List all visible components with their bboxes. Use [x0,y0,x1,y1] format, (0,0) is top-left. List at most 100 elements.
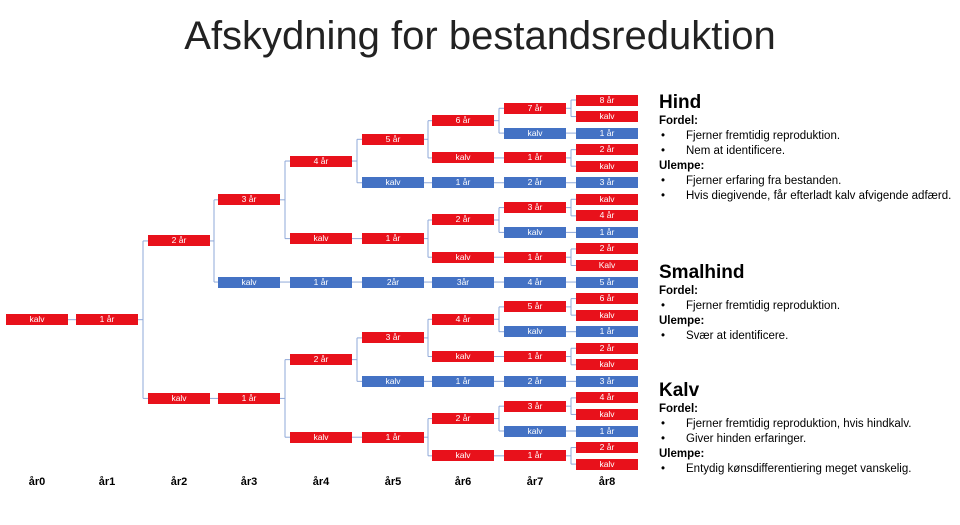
ulempe-label: Ulempe: [659,315,705,327]
female-node: kalv [576,408,638,420]
male-node: kalv [504,127,566,139]
panel-kalv: Kalv Fordel: • Fjerner fremtidig reproduk… [659,380,959,477]
bullet-icon: • [661,190,666,202]
panel-smalhind: Smalhind Fordel: • Fjerner fremtidig repr… [659,262,959,344]
female-node: 6 år [576,293,638,305]
male-node: kalv [504,226,566,238]
list-item-text: Giver hinden erfaringer. [686,433,807,445]
female-node: 1 år [76,314,138,326]
female-node: 1 år [362,431,424,443]
list-item-text: Hvis diegivende, får efterladt kalv afvi… [686,190,952,202]
female-node: 3 år [362,332,424,344]
list-item-text: Fjerner erfaring fra bestanden. [686,175,842,187]
female-node: Kalv [576,260,638,271]
male-node: 1 år [576,326,638,338]
bullet-icon: • [661,463,666,475]
bullet-icon: • [661,433,666,445]
female-node: kalv [432,450,494,462]
male-node: 2 år [504,177,566,189]
list-item: • Fjerner fremtidig reproduktion. [659,299,959,314]
fordel-list: • Fjerner fremtidig reproduktion, hvis hi… [659,417,959,447]
fordel-label: Fordel: [659,115,698,127]
list-item-text: Svær at identificere. [686,330,789,342]
female-node: 3 år [504,202,566,214]
female-node: 2 år [576,442,638,454]
year-label: år8 [598,476,616,488]
female-node: 2 år [148,235,210,247]
female-node: 1 år [504,251,566,263]
female-node: kalv [432,152,494,164]
bullet-icon: • [661,300,666,312]
male-node: 2 år [504,375,566,387]
female-node: 2 år [432,413,494,425]
female-node: 4 år [576,392,638,404]
female-node: kalv [576,193,638,205]
female-node: kalv [432,351,494,363]
male-node: 3 år [576,177,638,189]
fordel-list: • Fjerner fremtidig reproduktion. [659,299,959,314]
male-node: 1 år [576,425,638,437]
male-node: 3år [432,276,494,288]
bullet-icon: • [661,418,666,430]
male-node: 1 år [576,226,638,238]
male-node: kalv [504,425,566,437]
male-node: 1 år [432,375,494,387]
ulempe-label: Ulempe: [659,160,705,172]
list-item-text: Fjerner fremtidig reproduktion, hvis hin… [686,418,912,430]
male-node: kalv [504,326,566,338]
panel-title: Hind [659,92,702,113]
bullet-icon: • [661,330,666,342]
list-item: • Fjerner erfaring fra bestanden. [659,174,959,189]
female-node: 1 år [218,392,280,404]
male-node: 1 år [576,127,638,139]
year-label: år5 [384,476,402,488]
panel-hind: Hind Fordel: • Fjerner fremtidig reproduk… [659,92,959,204]
female-node: 2 år [290,354,352,366]
female-node: 1 år [504,152,566,164]
male-node: 2år [362,276,424,288]
list-item: • Svær at identificere. [659,329,959,344]
page-title: Afskydning for bestandsreduktion [184,14,776,58]
female-node: 4 år [290,155,352,167]
year-label: år1 [98,476,116,488]
female-node: 4 år [576,210,638,222]
female-node: kalv [576,309,638,321]
female-node: kalv [148,392,210,404]
female-node: 2 år [576,144,638,156]
female-node: 3 år [218,194,280,206]
list-item: • Nem at identificere. [659,144,959,159]
bullet-icon: • [661,145,666,157]
panel-title: Smalhind [659,262,745,283]
female-node: 6 år [432,115,494,127]
bullet-icon: • [661,130,666,142]
female-node: 2 år [576,342,638,354]
female-node: kalv [6,314,68,326]
female-node: kalv [432,251,494,263]
year-label: år0 [28,476,46,488]
list-item-text: Entydig kønsdifferentiering meget vanske… [686,463,912,475]
ulempe-list: • Svær at identificere. [659,329,959,344]
male-node: 4 år [504,276,566,288]
fordel-label: Fordel: [659,403,698,415]
list-item-text: Nem at identificere. [686,145,786,157]
male-node: 3 år [576,375,638,387]
year-label: år2 [170,476,188,488]
ulempe-list: • Fjerner erfaring fra bestanden. • Hvis d… [659,174,959,204]
list-item: • Fjerner fremtidig reproduktion. [659,129,959,144]
year-label: år6 [454,476,472,488]
male-node: kalv [362,375,424,387]
year-label: år3 [240,476,258,488]
female-node: 7 år [504,102,566,114]
list-item: • Fjerner fremtidig reproduktion, hvis hi… [659,417,959,432]
male-node: 1 år [432,177,494,189]
male-node: 5 år [576,276,638,288]
fordel-list: • Fjerner fremtidig reproduktion. • Nem at… [659,129,959,159]
female-node: kalv [576,359,638,371]
female-node: 4 år [432,313,494,325]
male-node: kalv [362,177,424,189]
female-node: 3 år [504,400,566,412]
female-node: 1 år [362,233,424,245]
list-item-text: Fjerner fremtidig reproduktion. [686,130,841,142]
female-node: 5 år [504,301,566,313]
